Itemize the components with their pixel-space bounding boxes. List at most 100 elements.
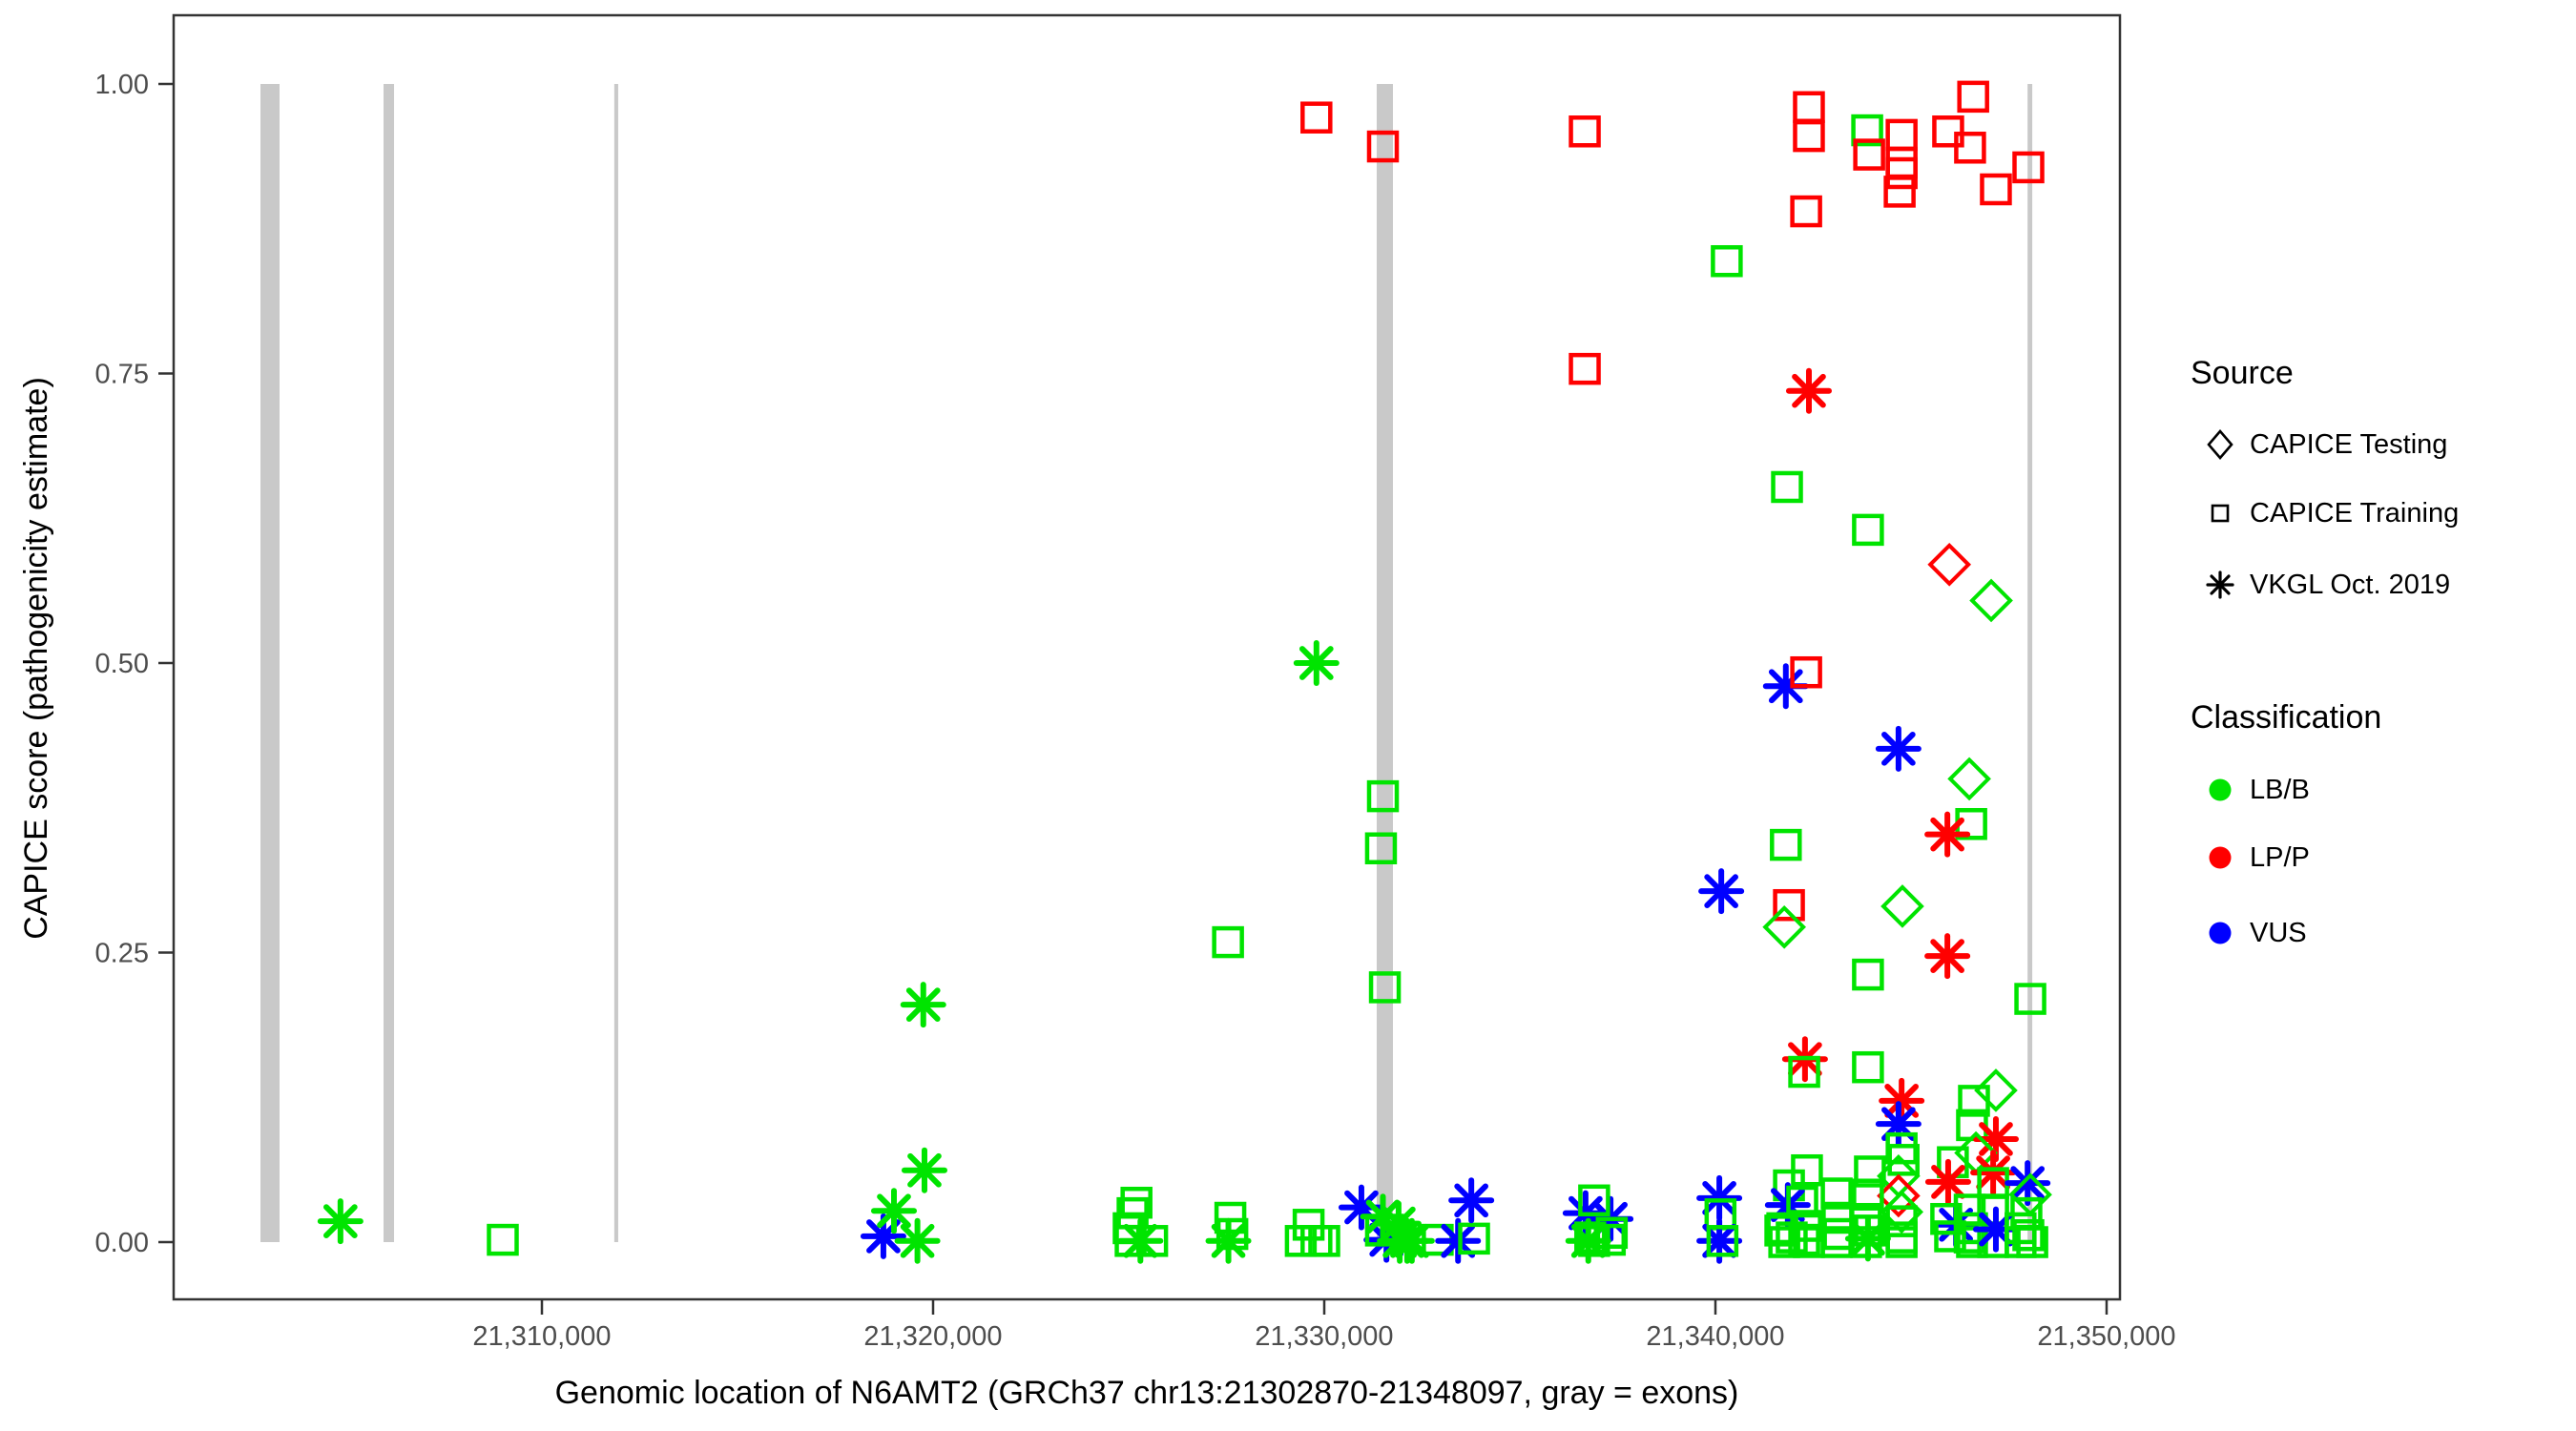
asterisk-ray	[1930, 939, 1964, 973]
data-point-square	[1568, 352, 1601, 385]
asterisk-ray	[877, 1193, 911, 1229]
data-point-square	[1885, 156, 1918, 190]
data-point-diamond	[1877, 1173, 1921, 1218]
asterisk-ray	[1768, 669, 1803, 704]
legend-item-label: CAPICE Training	[2250, 497, 2460, 529]
asterisk-ray	[1851, 1221, 1885, 1256]
legend-classification-title: Classification	[2191, 699, 2382, 736]
data-point-square	[1771, 470, 1803, 504]
data-point-asterisk	[1875, 1101, 1922, 1148]
asterisk-ray	[1704, 874, 1738, 909]
data-point-diamond	[1974, 1068, 2018, 1112]
asterisk-icon	[2191, 562, 2250, 608]
data-point-square	[1885, 1226, 1918, 1258]
data-point-square	[1885, 1205, 1918, 1237]
data-point-square	[1954, 132, 1986, 164]
data-point-square	[1887, 1144, 1920, 1176]
legend: Source CAPICE Testing CAPICE Training	[2185, 0, 2576, 1431]
data-point-square	[1958, 1085, 1990, 1117]
data-point-square	[1852, 1050, 1884, 1084]
data-point-asterisk	[1875, 725, 1922, 772]
data-point-asterisk	[871, 1188, 917, 1234]
data-point-square	[1793, 119, 1825, 153]
asterisk-ray	[1702, 1181, 1736, 1215]
legend-item-capice-training: CAPICE Training	[2191, 490, 2459, 536]
legend-item-capice-testing: CAPICE Testing	[2191, 422, 2447, 467]
data-point-square	[1790, 195, 1822, 228]
x-axis-title: Genomic location of N6AMT2 (GRCh37 chr13…	[554, 1375, 1739, 1411]
data-point-square	[1776, 1221, 1808, 1254]
data-point-square	[1934, 1220, 1966, 1253]
data-point-square	[1364, 832, 1398, 864]
data-point-diamond	[1969, 578, 2013, 623]
red-dot-icon	[2191, 835, 2250, 881]
asterisk-ray	[1344, 1190, 1379, 1225]
legend-item-vkgl: VKGL Oct. 2019	[2191, 562, 2450, 608]
y-axis-tick-label: 1.00	[95, 70, 149, 100]
asterisk-ray	[905, 987, 941, 1022]
data-point-square	[1788, 1055, 1820, 1089]
data-point-square	[1768, 1226, 1800, 1258]
data-point-asterisk	[901, 1147, 947, 1193]
data-point-square	[1711, 244, 1743, 278]
legend-item-label: VUS	[2250, 917, 2307, 948]
data-point-asterisk	[1565, 1217, 1611, 1264]
x-axis-tick-label: 21,330,000	[1255, 1321, 1393, 1352]
data-point-square	[1980, 173, 2012, 206]
asterisk-ray	[907, 1152, 942, 1188]
data-point-diamond	[1880, 884, 1924, 928]
asterisk-ray	[1931, 1165, 1965, 1199]
y-axis-title: CAPICE score (pathogenicity estimate)	[18, 377, 54, 940]
data-point-square	[1308, 1225, 1340, 1257]
x-axis-tick-label: 21,310,000	[472, 1321, 611, 1352]
diamond-icon	[2191, 422, 2250, 467]
asterisk-ray	[1394, 1223, 1429, 1258]
data-point-square	[1932, 115, 1964, 148]
data-point-asterisk	[1698, 868, 1745, 915]
data-point-asterisk	[1696, 1174, 1743, 1221]
data-point-square	[1764, 1214, 1797, 1247]
data-point-square	[1364, 1214, 1398, 1247]
data-point-square	[1791, 1153, 1823, 1187]
data-point-asterisk	[1924, 1158, 1971, 1205]
data-point-square	[1852, 1178, 1884, 1211]
data-point-square	[2016, 1226, 2048, 1258]
y-axis-tick-label: 0.50	[95, 649, 149, 679]
plot-panel	[174, 15, 2120, 1299]
exon-bar	[1376, 84, 1393, 1242]
exon-bar	[613, 84, 618, 1242]
x-axis-tick-label: 21,350,000	[2037, 1321, 2175, 1352]
blue-dot-icon	[2191, 910, 2250, 956]
asterisk-ray	[323, 1204, 358, 1238]
data-point-asterisk	[1448, 1177, 1495, 1224]
data-point-square	[2012, 1218, 2045, 1252]
legend-item-vus: VUS	[2191, 910, 2307, 956]
asterisk-ray	[1298, 646, 1334, 680]
data-point-asterisk	[1117, 1217, 1164, 1264]
asterisk-ray	[1884, 1084, 1920, 1118]
data-point-square	[1368, 971, 1402, 1004]
data-point-square	[1853, 138, 1885, 171]
square-icon	[2191, 490, 2250, 536]
data-point-asterisk	[894, 1217, 941, 1264]
x-axis-tick-label: 21,340,000	[1646, 1321, 1784, 1352]
data-point-asterisk	[1844, 1215, 1891, 1262]
data-point-asterisk	[2005, 1160, 2051, 1207]
legend-item-lpp: LP/P	[2191, 835, 2310, 881]
data-point-asterisk	[1205, 1217, 1252, 1264]
legend-item-label: VKGL Oct. 2019	[2250, 569, 2451, 600]
exon-bar	[383, 84, 395, 1242]
legend-item-lbb: LB/B	[2191, 767, 2310, 813]
data-point-square	[1120, 1186, 1153, 1219]
legend-source-title: Source	[2191, 355, 2294, 391]
data-point-asterisk	[317, 1198, 364, 1245]
panel-border	[172, 13, 2122, 1301]
asterisk-ray	[1211, 1223, 1246, 1258]
legend-item-label: CAPICE Testing	[2250, 428, 2448, 460]
data-point-square	[1883, 176, 1916, 208]
exon-bar	[2027, 84, 2033, 1242]
asterisk-ray	[1441, 1223, 1476, 1258]
data-point-diamond	[1927, 542, 1972, 587]
data-point-square	[1852, 513, 1884, 547]
